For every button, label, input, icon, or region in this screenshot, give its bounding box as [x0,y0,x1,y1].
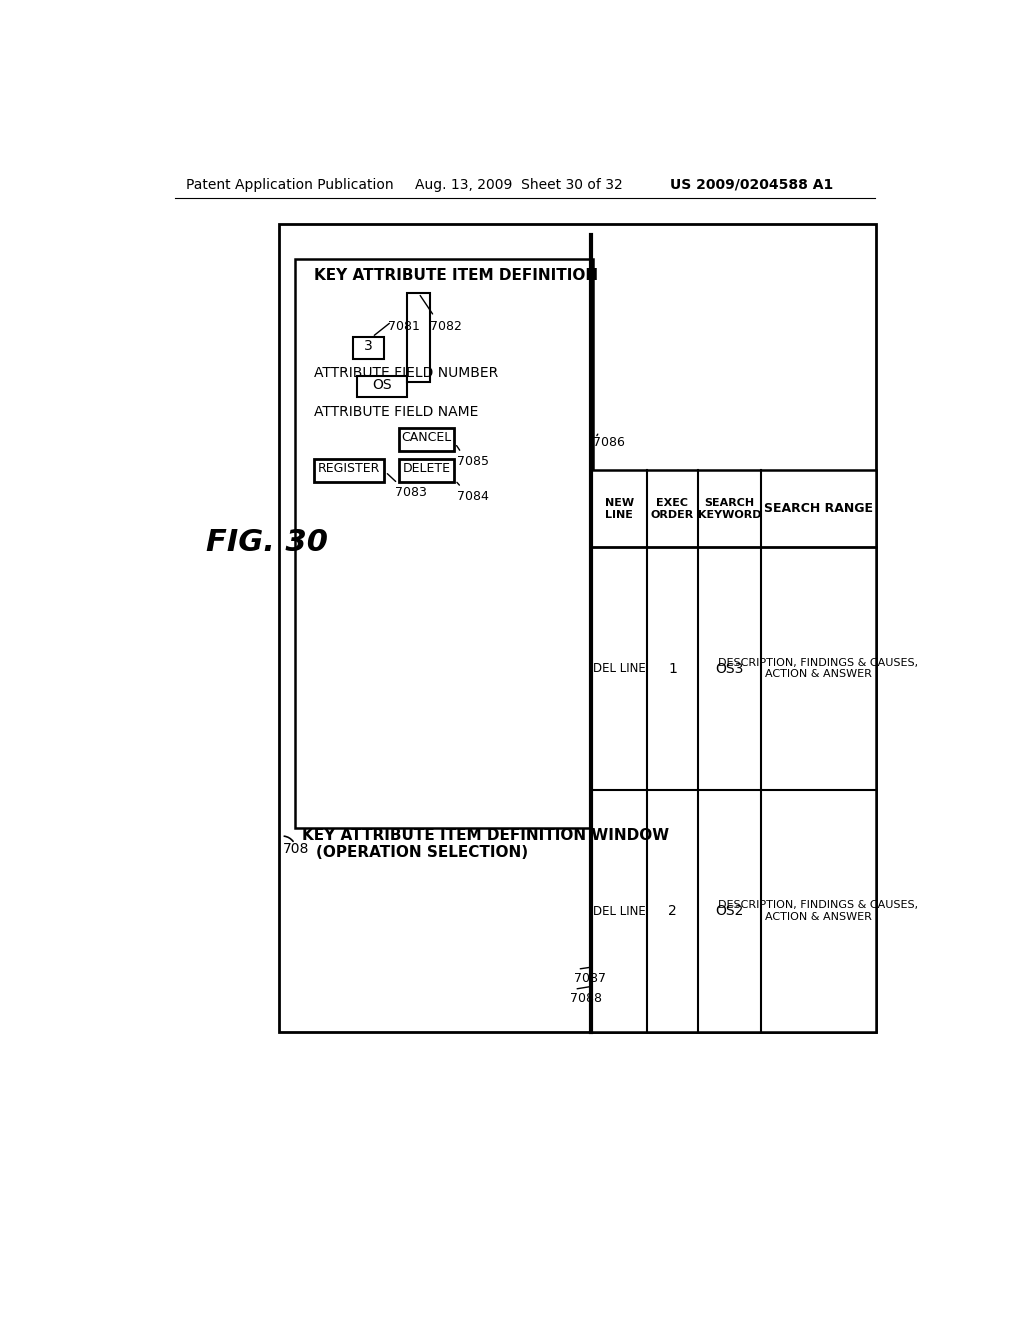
Text: US 2009/0204588 A1: US 2009/0204588 A1 [671,178,834,191]
Text: SEARCH
KEYWORD: SEARCH KEYWORD [697,498,761,520]
Text: 7086: 7086 [593,436,625,449]
Text: OS2: OS2 [715,904,743,919]
Text: KEY ATTRIBUTE ITEM DEFINITION: KEY ATTRIBUTE ITEM DEFINITION [314,268,598,282]
Text: 7088: 7088 [569,993,602,1006]
Text: OS3: OS3 [715,661,743,676]
Bar [592,470,876,1032]
Text: 2: 2 [668,904,677,919]
Text: CANCEL: CANCEL [401,432,452,445]
Bar [407,293,430,381]
Text: OS: OS [372,378,391,392]
Text: 708: 708 [283,842,309,857]
Text: ATTRIBUTE FIELD NUMBER: ATTRIBUTE FIELD NUMBER [314,367,499,380]
Text: 3: 3 [364,339,373,354]
Bar [295,259,593,829]
Text: KEY ATTRIBUTE ITEM DEFINITION WINDOW: KEY ATTRIBUTE ITEM DEFINITION WINDOW [302,829,670,843]
Text: DELETE: DELETE [402,462,451,475]
Text: 7084: 7084 [458,490,489,503]
Bar [356,376,407,397]
Text: SEARCH RANGE: SEARCH RANGE [764,502,873,515]
Text: NEW
LINE: NEW LINE [605,498,634,520]
Bar [314,459,384,482]
Text: 7083: 7083 [395,486,427,499]
Text: FIG. 30: FIG. 30 [206,528,328,557]
Text: 7087: 7087 [573,973,605,985]
Text: REGISTER: REGISTER [317,462,380,475]
Text: DEL LINE: DEL LINE [593,904,646,917]
Text: Aug. 13, 2009  Sheet 30 of 32: Aug. 13, 2009 Sheet 30 of 32 [415,178,623,191]
Text: DEL LINE: DEL LINE [593,663,646,675]
Bar [280,224,876,1032]
Bar [399,459,454,482]
Text: 7081: 7081 [388,321,420,333]
Bar [352,337,384,359]
Text: 1: 1 [668,661,677,676]
Text: DESCRIPTION, FINDINGS & CAUSES,
ACTION & ANSWER: DESCRIPTION, FINDINGS & CAUSES, ACTION &… [719,657,919,680]
Text: ATTRIBUTE FIELD NAME: ATTRIBUTE FIELD NAME [314,405,478,418]
Text: 7085: 7085 [458,455,489,467]
Bar [399,428,454,451]
Text: (OPERATION SELECTION): (OPERATION SELECTION) [315,845,527,861]
Text: EXEC
ORDER: EXEC ORDER [651,498,694,520]
Text: 7082: 7082 [430,321,462,333]
Text: Patent Application Publication: Patent Application Publication [186,178,394,191]
Text: DESCRIPTION, FINDINGS & CAUSES,
ACTION & ANSWER: DESCRIPTION, FINDINGS & CAUSES, ACTION &… [719,900,919,921]
